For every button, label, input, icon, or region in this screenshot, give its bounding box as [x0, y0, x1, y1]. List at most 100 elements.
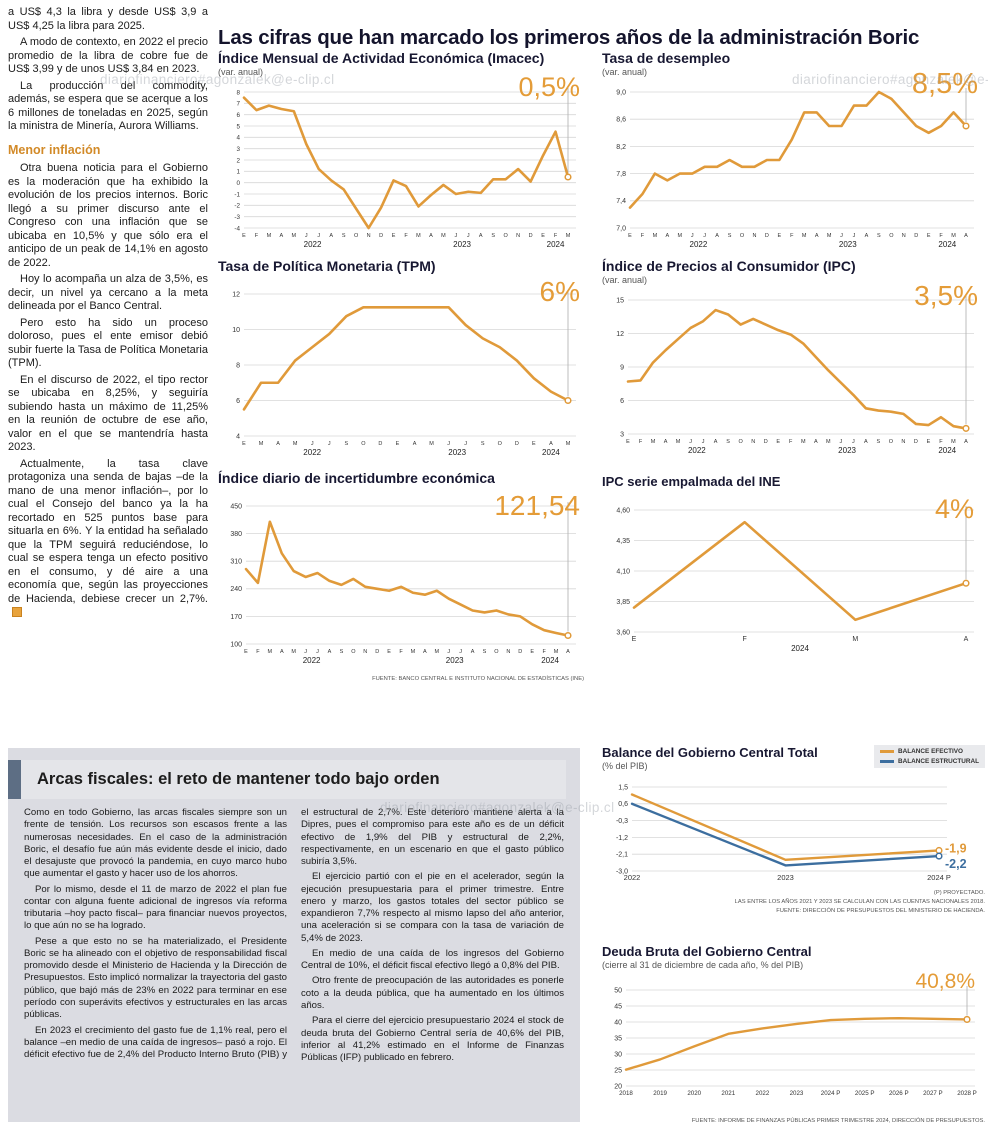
svg-text:E: E: [242, 441, 246, 447]
svg-text:310: 310: [230, 559, 242, 566]
chart-deuda: Deuda Bruta del Gobierno Central (cierre…: [602, 944, 985, 1124]
svg-text:M: M: [566, 441, 571, 447]
svg-text:M: M: [441, 233, 446, 239]
svg-text:3: 3: [620, 431, 624, 438]
svg-text:7,0: 7,0: [616, 225, 626, 232]
svg-text:-2: -2: [234, 203, 240, 210]
svg-text:A: A: [715, 233, 719, 239]
svg-text:2022: 2022: [303, 448, 321, 457]
legend-item-estructural: BALANCE ESTRUCTURAL: [880, 758, 979, 765]
svg-text:4,10: 4,10: [616, 568, 630, 575]
svg-text:2019: 2019: [653, 1090, 667, 1097]
svg-text:M: M: [293, 441, 298, 447]
svg-text:A: A: [964, 439, 968, 445]
svg-text:0: 0: [236, 180, 240, 187]
svg-text:E: E: [927, 233, 931, 239]
svg-text:2018: 2018: [619, 1090, 633, 1097]
svg-text:2023: 2023: [446, 656, 464, 665]
fiscal-paragraph: Pese a que esto no se ha materializado, …: [24, 935, 287, 1021]
svg-text:N: N: [516, 233, 520, 239]
svg-text:450: 450: [230, 503, 242, 510]
svg-text:-4: -4: [234, 225, 240, 232]
svg-text:3: 3: [236, 146, 240, 153]
tpm-line-chart: 12 10 8 6 4 E M A M J J S O D E A M J J S O D E A M 2022 2023 2024: [218, 286, 584, 458]
svg-text:2028 P: 2028 P: [957, 1090, 977, 1097]
svg-text:2024 P: 2024 P: [927, 873, 951, 882]
svg-text:35: 35: [614, 1035, 622, 1042]
svg-text:20: 20: [614, 1083, 622, 1090]
svg-text:S: S: [481, 441, 485, 447]
svg-text:S: S: [877, 233, 881, 239]
svg-text:6: 6: [620, 398, 624, 405]
svg-text:1: 1: [236, 169, 240, 176]
svg-text:A: A: [276, 441, 280, 447]
svg-text:E: E: [532, 441, 536, 447]
svg-text:E: E: [632, 636, 637, 643]
chart-subtitle: (cierre al 31 de diciembre de cada año, …: [602, 960, 804, 970]
svg-text:2022: 2022: [690, 240, 708, 249]
svg-text:N: N: [506, 649, 510, 655]
svg-text:M: M: [651, 439, 656, 445]
svg-text:D: D: [765, 233, 769, 239]
svg-text:45: 45: [614, 1003, 622, 1010]
svg-text:F: F: [404, 233, 408, 239]
fiscal-paragraph: En 2023 el crecimiento del gasto fue de …: [24, 807, 564, 1061]
fiscal-panel: Arcas fiscales: el reto de mantener todo…: [8, 748, 580, 1122]
svg-text:2024: 2024: [541, 656, 559, 665]
svg-text:D: D: [914, 439, 918, 445]
svg-text:M: M: [259, 441, 264, 447]
svg-text:2020: 2020: [687, 1090, 701, 1097]
svg-text:D: D: [379, 233, 383, 239]
chart-subtitle: (var. anual): [602, 67, 648, 77]
svg-text:8: 8: [236, 89, 240, 96]
svg-text:4,35: 4,35: [616, 538, 630, 545]
svg-text:N: N: [752, 233, 756, 239]
svg-text:J: J: [447, 441, 450, 447]
svg-text:A: A: [814, 439, 818, 445]
svg-text:M: M: [677, 233, 682, 239]
svg-text:2024: 2024: [547, 240, 565, 249]
svg-text:2024 P: 2024 P: [821, 1090, 841, 1097]
svg-text:O: O: [361, 441, 366, 447]
article-paragraph: a US$ 4,3 la libra y desde US$ 3,9 a US$…: [8, 6, 208, 32]
svg-text:J: J: [317, 233, 320, 239]
svg-text:F: F: [641, 233, 645, 239]
chart-tpm: Tasa de Política Monetaria (TPM) 6% 12 10…: [218, 258, 584, 464]
svg-text:S: S: [344, 441, 348, 447]
svg-text:170: 170: [230, 614, 242, 621]
svg-text:A: A: [964, 233, 968, 239]
svg-text:7,4: 7,4: [616, 198, 626, 205]
svg-text:100: 100: [230, 641, 242, 648]
svg-text:M: M: [292, 233, 297, 239]
chart-subtitle: (% del PIB): [602, 761, 648, 771]
svg-text:-2,2: -2,2: [945, 857, 967, 871]
svg-text:J: J: [305, 233, 308, 239]
svg-text:N: N: [363, 649, 367, 655]
svg-text:F: F: [554, 233, 558, 239]
svg-text:A: A: [964, 636, 969, 643]
svg-text:E: E: [396, 441, 400, 447]
svg-text:2023: 2023: [777, 873, 794, 882]
ipc-line-chart: 15 12 9 6 3 E F M A M J J A S O N D E F M A M J J A S O N D E F M A 2022 2…: [602, 292, 982, 456]
svg-text:2023: 2023: [838, 446, 856, 455]
svg-text:M: M: [429, 441, 434, 447]
svg-text:2024: 2024: [791, 644, 809, 653]
svg-text:E: E: [628, 233, 632, 239]
source-note: FUENTE: INFORME DE FINANZAS PÚBLICAS PRI…: [691, 1118, 985, 1124]
chart-ipc: Índice de Precios al Consumidor (IPC) (v…: [602, 258, 982, 464]
svg-text:E: E: [541, 233, 545, 239]
svg-text:J: J: [311, 441, 314, 447]
svg-text:3,60: 3,60: [616, 629, 630, 636]
svg-text:2021: 2021: [721, 1090, 735, 1097]
svg-text:S: S: [726, 439, 730, 445]
note-line: LAS ENTRE LOS AÑOS 2021 Y 2023 SE CALCUL…: [734, 898, 985, 905]
fiscal-paragraph: El ejercicio partió con el pie en el ace…: [301, 871, 564, 944]
fiscal-paragraph: En medio de una caída de los ingresos de…: [301, 947, 564, 972]
article-paragraph: Pero esto ha sido un proceso doloroso, p…: [8, 316, 208, 370]
article-subhead: Menor inflación: [8, 142, 101, 157]
legend-label: BALANCE EFECTIVO: [898, 748, 964, 755]
fiscal-paragraph: Para el cierre del ejercicio presupuesta…: [301, 1015, 564, 1064]
chart-ipc-empalmada: IPC serie empalmada del INE 4% 4,60 4,35 4…: [602, 474, 982, 670]
svg-text:S: S: [342, 233, 346, 239]
